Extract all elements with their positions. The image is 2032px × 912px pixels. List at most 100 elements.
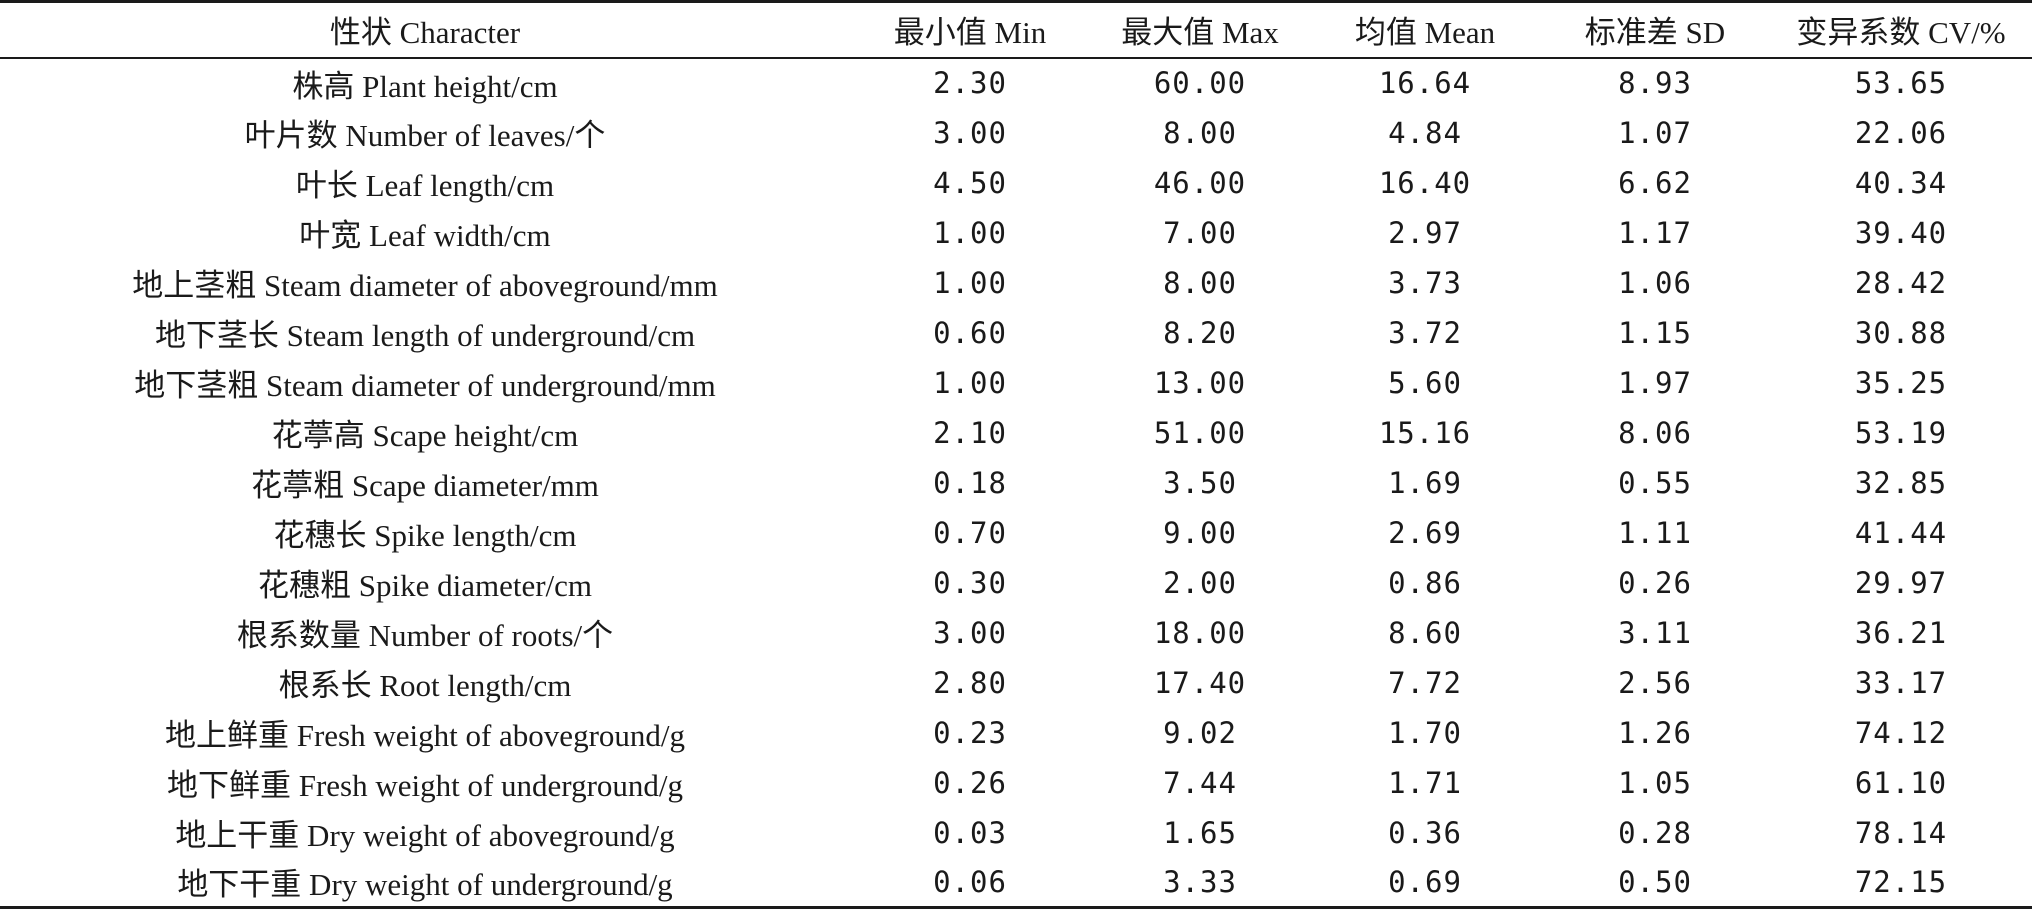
character-cell: 地下鲜重 Fresh weight of underground/g [166,768,684,803]
character-cell: 叶宽 Leaf width/cm [299,218,551,253]
mean-cell: 3.73 [1388,265,1462,300]
table-row: 地上茎粗 Steam diameter of aboveground/mm 1.… [0,258,2032,308]
mean-cell: 2.69 [1388,515,1462,550]
cv-cell: 61.10 [1854,765,1948,800]
mean-cell: 7.72 [1388,665,1462,700]
mean-cell: 15.16 [1378,415,1472,450]
max-cell: 46.00 [1153,165,1247,200]
mean-cell: 0.36 [1388,815,1462,850]
sd-cell: 1.05 [1618,765,1692,800]
table-row: 株高 Plant height/cm 2.30 60.00 16.64 8.93… [0,58,2032,108]
max-cell: 8.00 [1163,115,1237,150]
table-row: 地下鲜重 Fresh weight of underground/g 0.26 … [0,758,2032,808]
max-cell: 2.00 [1163,565,1237,600]
min-cell: 1.00 [933,265,1007,300]
min-cell: 0.18 [933,465,1007,500]
max-cell: 7.44 [1163,765,1237,800]
max-cell: 18.00 [1153,615,1247,650]
max-cell: 60.00 [1153,66,1247,100]
max-cell: 3.33 [1090,857,1310,909]
max-cell: 3.50 [1163,465,1237,500]
min-cell: 2.30 [933,66,1007,100]
mean-cell: 1.71 [1388,765,1462,800]
sd-cell: 2.56 [1618,665,1692,700]
character-cell: 地下茎长 Steam length of underground/cm [154,318,696,353]
sd-cell: 8.93 [1618,66,1692,100]
table-row: 地下茎粗 Steam diameter of underground/mm 1.… [0,358,2032,408]
character-cell: 地下茎粗 Steam diameter of underground/mm [134,368,716,403]
max-cell: 8.00 [1163,265,1237,300]
sd-cell: 3.11 [1618,615,1692,650]
table-row: 花穗粗 Spike diameter/cm 0.30 2.00 0.86 0.2… [0,558,2032,608]
table-row: 地下干重 Dry weight of underground/g 0.06 3.… [0,857,2032,909]
max-cell: 51.00 [1153,415,1247,450]
cv-cell: 41.44 [1854,515,1948,550]
character-cell: 叶长 Leaf length/cm [295,168,555,203]
header-mean: 均值 Mean [1310,0,1540,59]
min-cell: 0.30 [933,565,1007,600]
mean-cell: 0.86 [1388,565,1462,600]
cv-cell: 32.85 [1854,465,1948,500]
min-cell: 0.60 [933,315,1007,350]
min-cell: 1.00 [933,365,1007,400]
character-cell: 花穗粗 Spike diameter/cm [257,568,593,603]
table-row: 叶长 Leaf length/cm 4.50 46.00 16.40 6.62 … [0,158,2032,208]
sd-cell: 1.06 [1618,265,1692,300]
character-cell: 花葶高 Scape height/cm [271,418,579,453]
cv-cell: 74.12 [1854,715,1948,750]
mean-cell: 0.69 [1310,857,1540,909]
header-sd: 标准差 SD [1540,0,1770,59]
mean-cell: 1.70 [1388,715,1462,750]
max-cell: 1.65 [1163,815,1237,850]
min-cell: 3.00 [933,615,1007,650]
header-max: 最大值 Max [1090,0,1310,59]
sd-cell: 1.97 [1618,365,1692,400]
table-row: 叶片数 Number of leaves/个 3.00 8.00 4.84 1.… [0,108,2032,158]
mean-cell: 2.97 [1388,215,1462,250]
character-cell: 花葶粗 Scape diameter/mm [251,468,599,503]
mean-cell: 16.40 [1378,165,1472,200]
table-row: 花葶粗 Scape diameter/mm 0.18 3.50 1.69 0.5… [0,458,2032,508]
table-row: 叶宽 Leaf width/cm 1.00 7.00 2.97 1.17 39.… [0,208,2032,258]
max-cell: 13.00 [1153,365,1247,400]
table-row: 地上鲜重 Fresh weight of aboveground/g 0.23 … [0,708,2032,758]
table-row: 根系数量 Number of roots/个 3.00 18.00 8.60 3… [0,608,2032,658]
min-cell: 1.00 [933,215,1007,250]
max-cell: 9.00 [1163,515,1237,550]
sd-cell: 1.17 [1618,215,1692,250]
sd-cell: 0.28 [1618,815,1692,850]
cv-cell: 39.40 [1854,215,1948,250]
sd-cell: 1.11 [1618,515,1692,550]
header-cv: 变异系数 CV/% [1770,0,2032,59]
header-min: 最小值 Min [850,0,1090,59]
header-character: 性状 Character [0,0,850,59]
min-cell: 0.26 [933,765,1007,800]
sd-cell: 6.62 [1618,165,1692,200]
mean-cell: 5.60 [1388,365,1462,400]
table-row: 花葶高 Scape height/cm 2.10 51.00 15.16 8.0… [0,408,2032,458]
table-row: 花穗长 Spike length/cm 0.70 9.00 2.69 1.11 … [0,508,2032,558]
cv-cell: 33.17 [1854,665,1948,700]
min-cell: 0.70 [933,515,1007,550]
max-cell: 7.00 [1163,215,1237,250]
character-cell: 叶片数 Number of leaves/个 [244,118,606,153]
character-cell: 株高 Plant height/cm [292,68,558,104]
table-row: 地上干重 Dry weight of aboveground/g 0.03 1.… [0,808,2032,858]
mean-cell: 8.60 [1388,615,1462,650]
cv-cell: 28.42 [1854,265,1948,300]
character-cell: 花穗长 Spike length/cm [273,518,577,553]
max-cell: 9.02 [1163,715,1237,750]
cv-cell: 78.14 [1854,815,1948,850]
table-row: 地下茎长 Steam length of underground/cm 0.60… [0,308,2032,358]
mean-cell: 4.84 [1388,115,1462,150]
sd-cell: 8.06 [1618,415,1692,450]
character-cell: 地上干重 Dry weight of aboveground/g [175,818,675,853]
sd-cell: 1.26 [1618,715,1692,750]
min-cell: 2.80 [933,665,1007,700]
cv-cell: 22.06 [1854,115,1948,150]
min-cell: 4.50 [933,165,1007,200]
cv-cell: 40.34 [1854,165,1948,200]
cv-cell: 36.21 [1854,615,1948,650]
sd-cell: 0.26 [1618,565,1692,600]
